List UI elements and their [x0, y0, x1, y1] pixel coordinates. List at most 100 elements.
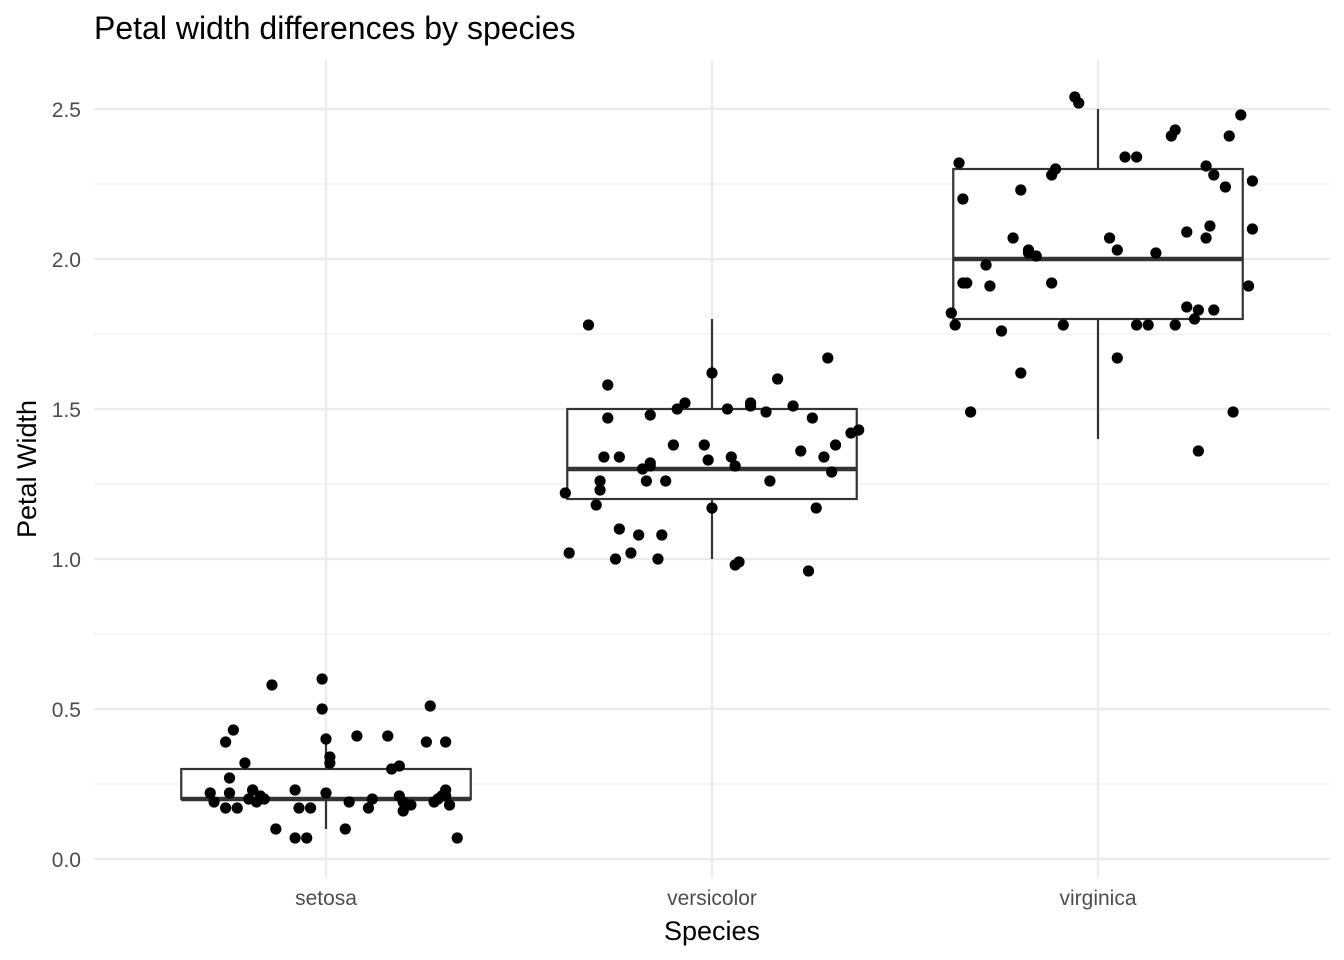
data-point — [698, 439, 710, 451]
data-point — [1246, 223, 1258, 235]
data-point — [440, 784, 452, 796]
data-point — [397, 805, 409, 817]
data-point — [721, 403, 734, 415]
y-tick-label: 1.0 — [52, 549, 81, 572]
data-point — [609, 553, 622, 565]
data-point — [1192, 445, 1204, 457]
data-point — [764, 475, 776, 487]
data-point — [362, 802, 375, 814]
data-point — [995, 325, 1008, 337]
data-point — [266, 679, 278, 691]
data-point — [1208, 304, 1220, 316]
data-point — [1131, 151, 1143, 163]
data-point — [795, 445, 807, 457]
data-point — [644, 460, 656, 472]
points-setosa — [204, 673, 463, 844]
data-point — [633, 529, 645, 541]
data-point — [1235, 109, 1247, 121]
data-point — [984, 280, 996, 292]
data-point — [351, 730, 363, 742]
data-point — [1030, 250, 1042, 262]
data-point — [420, 736, 432, 748]
data-point — [965, 406, 977, 418]
data-point — [853, 424, 865, 436]
data-point — [1111, 352, 1123, 364]
iqr-box — [952, 167, 1244, 321]
data-point — [563, 547, 575, 559]
data-point — [760, 406, 772, 418]
y-tick-label: 1.5 — [52, 399, 81, 422]
data-point — [289, 784, 301, 796]
data-point — [1242, 280, 1255, 292]
data-point — [1246, 175, 1258, 187]
data-point — [559, 487, 571, 499]
data-point — [644, 409, 656, 421]
data-point — [231, 802, 243, 814]
x-axis-ticks: setosa versicolor virginica — [295, 887, 1137, 910]
data-point — [1200, 232, 1212, 244]
x-axis-title: Species — [664, 916, 760, 946]
data-point — [324, 751, 336, 763]
data-point — [424, 700, 436, 712]
boxes — [180, 109, 1244, 829]
jitter-points — [204, 91, 1258, 844]
data-point — [822, 352, 834, 364]
data-point — [239, 757, 251, 769]
y-tick-label: 0.5 — [52, 699, 81, 722]
data-point — [598, 451, 610, 463]
data-point — [625, 547, 637, 559]
data-point — [652, 553, 664, 565]
data-point — [656, 529, 668, 541]
data-point — [1188, 313, 1201, 325]
chart-title: Petal width differences by species — [94, 10, 575, 46]
data-point — [1057, 319, 1069, 331]
data-point — [1169, 124, 1181, 136]
data-point — [806, 412, 818, 424]
data-point — [640, 475, 652, 487]
data-point — [957, 193, 969, 205]
data-point — [613, 451, 625, 463]
points-versicolor — [559, 319, 865, 577]
data-point — [660, 475, 672, 487]
data-point — [1142, 319, 1154, 331]
data-point — [289, 832, 301, 844]
data-point — [980, 259, 992, 271]
x-tick-label: virginica — [1059, 887, 1136, 910]
data-point — [320, 787, 332, 799]
data-point — [772, 373, 784, 385]
data-point — [343, 796, 355, 808]
data-point — [1015, 367, 1027, 379]
y-tick-label: 0.0 — [52, 849, 81, 872]
data-point — [1200, 160, 1212, 172]
data-point — [1103, 232, 1116, 244]
data-point — [258, 793, 270, 805]
data-point — [582, 319, 595, 331]
data-point — [223, 787, 236, 799]
data-point — [320, 733, 332, 745]
data-point — [945, 307, 957, 319]
data-point — [440, 736, 452, 748]
data-point — [220, 802, 232, 814]
data-point — [316, 673, 328, 685]
data-point — [787, 400, 799, 412]
y-axis-ticks: 0.0 0.5 1.0 1.5 2.0 2.5 — [52, 99, 81, 872]
data-point — [443, 799, 456, 811]
data-point — [1015, 184, 1027, 196]
data-point — [1192, 304, 1204, 316]
x-tick-label: setosa — [295, 887, 357, 910]
x-tick-label: versicolor — [667, 887, 757, 910]
data-point — [301, 832, 313, 844]
data-point — [802, 565, 815, 577]
data-point — [1131, 319, 1143, 331]
data-point — [1181, 226, 1193, 238]
data-point — [702, 454, 714, 466]
data-point — [745, 397, 757, 409]
data-point — [667, 439, 680, 451]
data-point — [293, 802, 305, 814]
box-virginica — [952, 109, 1244, 439]
data-point — [949, 319, 961, 331]
data-point — [829, 439, 842, 451]
data-point — [1150, 247, 1162, 259]
data-point — [393, 760, 405, 772]
data-point — [1111, 244, 1123, 256]
